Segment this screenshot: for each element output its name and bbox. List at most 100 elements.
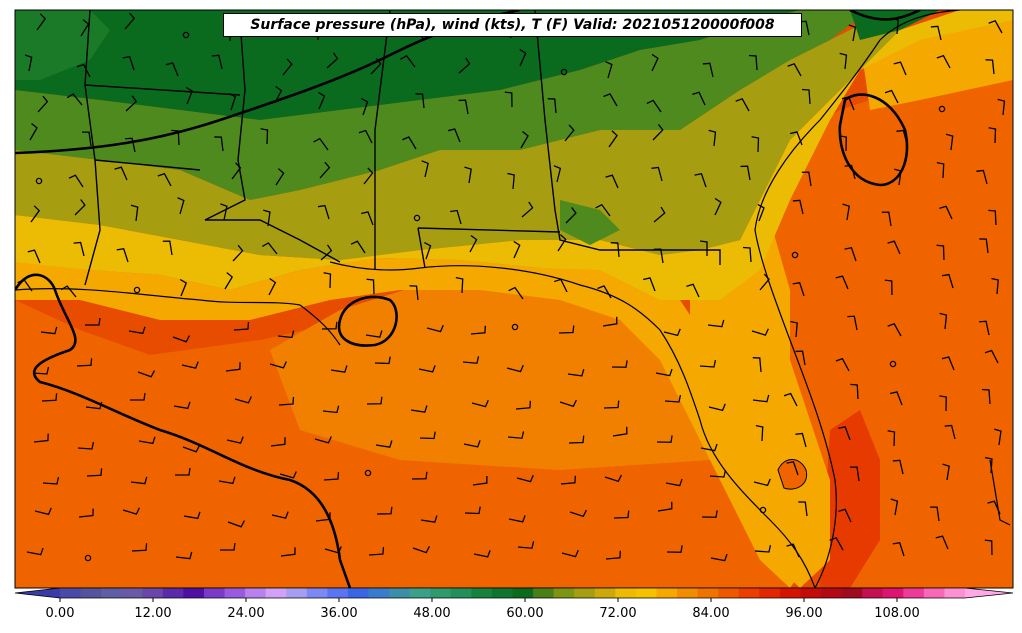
colorbar-tick-label: 36.00: [320, 606, 358, 621]
wind-barb: [795, 432, 807, 448]
wind-barb: [365, 330, 383, 338]
wind-barb: [653, 206, 666, 223]
wind-barb: [400, 54, 416, 68]
wind-barb: [471, 399, 489, 408]
wind-barb: [653, 248, 664, 264]
wind-barb: [742, 246, 752, 263]
colorbar-segment: [923, 588, 945, 598]
colorbar-segment: [574, 588, 596, 598]
colorbar-segment: [738, 588, 760, 598]
wind-barb: [553, 165, 562, 183]
wind-barb: [424, 241, 432, 260]
wind-barb: [686, 283, 700, 298]
wind-barb: [896, 129, 908, 145]
wind-barb: [233, 321, 250, 331]
wind-barb: [839, 135, 847, 152]
wind-barb: [842, 203, 850, 221]
wind-barb: [420, 515, 438, 523]
wind-barb: [604, 474, 622, 483]
wind-barb: [848, 24, 857, 42]
wind-barb: [182, 445, 201, 453]
wind-barb: [798, 501, 808, 517]
wind-barb: [128, 326, 146, 335]
wind-barb: [939, 395, 947, 412]
wind-barb: [752, 357, 762, 373]
calm-wind-circle: [759, 506, 767, 514]
wind-barb: [458, 99, 469, 115]
wind-barb: [521, 201, 534, 218]
wind-barb: [751, 328, 769, 336]
wind-barb: [646, 99, 662, 113]
colorbar-segment: [615, 588, 637, 598]
wind-barb: [792, 199, 804, 215]
wind-barb: [979, 238, 989, 254]
wind-barb: [892, 459, 904, 475]
colorbar-over-arrow: [965, 588, 1013, 598]
wind-barb: [370, 58, 382, 75]
wind-barb: [220, 203, 228, 221]
wind-barb: [754, 544, 772, 553]
wind-barb: [260, 128, 269, 145]
wind-barb: [513, 240, 521, 259]
wind-barb: [183, 511, 201, 520]
wind-barb: [984, 349, 999, 364]
wind-barb: [418, 365, 436, 373]
wind-barb: [315, 512, 331, 522]
wind-barb: [462, 356, 480, 364]
wind-barb: [699, 240, 708, 256]
wind-barb: [597, 285, 612, 299]
wind-barb: [421, 160, 429, 178]
wind-barb: [125, 137, 136, 153]
wind-barb: [939, 205, 953, 220]
wind-barb: [375, 440, 393, 448]
wind-barb: [554, 278, 568, 293]
wind-barb: [270, 437, 286, 447]
colorbar-segment: [759, 588, 781, 598]
wind-barb: [76, 63, 91, 78]
wind-barb: [138, 436, 156, 445]
wind-barb: [651, 166, 663, 182]
wind-barb: [224, 272, 234, 290]
wind-barb: [322, 405, 340, 414]
wind-barb: [376, 506, 393, 515]
wind-barb: [409, 285, 419, 301]
wind-barb: [162, 240, 173, 256]
wind-barb: [330, 365, 348, 373]
wind-barb: [941, 356, 955, 371]
colorbar-segment: [409, 588, 431, 598]
temp-shade-red-east: [820, 410, 880, 588]
wind-barb: [655, 368, 673, 377]
temp-shade-orange: [270, 275, 710, 470]
temp-shade-amber: [15, 255, 810, 588]
wind-barb: [122, 55, 135, 71]
wind-barb: [76, 358, 93, 367]
wind-barb: [181, 361, 199, 369]
wind-barb: [844, 164, 856, 180]
wind-barb: [613, 510, 630, 519]
isobar-lines: [15, 10, 921, 588]
calm-wind-circle: [35, 177, 43, 185]
wind-barb: [507, 172, 515, 190]
colorbar-segment: [656, 588, 678, 598]
wind-barb: [320, 244, 333, 261]
wind-barb: [173, 401, 191, 410]
wind-barb: [608, 130, 618, 148]
wind-barb: [324, 546, 342, 554]
wind-barb: [699, 359, 717, 368]
colorbar-segment: [944, 588, 966, 598]
wind-barb: [603, 93, 618, 107]
colorbar-segment: [677, 588, 699, 598]
wind-barb: [795, 350, 806, 366]
wind-barb: [114, 166, 128, 181]
wind-barb: [165, 62, 179, 77]
wind-barb: [801, 171, 812, 187]
wind-barb: [361, 211, 374, 226]
isobar-ne: [849, 10, 921, 21]
wind-barb: [987, 500, 1001, 515]
colorbar-segment: [327, 588, 349, 598]
wind-barb: [366, 396, 383, 405]
wind-barb: [643, 277, 656, 292]
wind-barb: [753, 478, 771, 487]
wind-barb: [829, 536, 844, 551]
